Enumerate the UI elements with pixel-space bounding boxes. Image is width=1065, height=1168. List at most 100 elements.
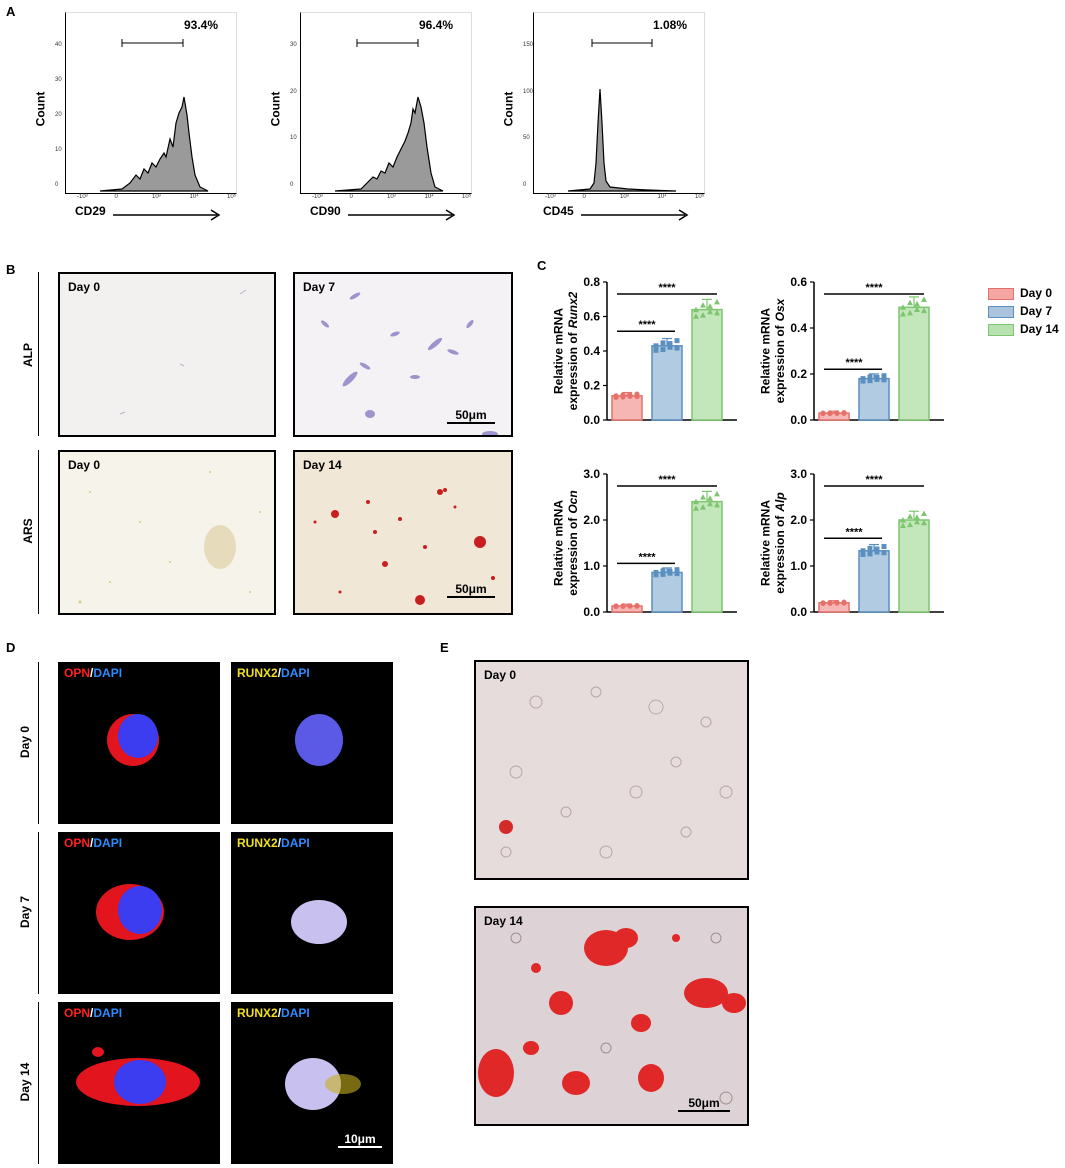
data-point (907, 521, 913, 528)
stain-separator: / (90, 1006, 94, 1020)
oil-red-day14-droplets (478, 928, 746, 1105)
alp-day7-cells (320, 292, 498, 435)
x-tick-label: -10³ (77, 194, 88, 200)
x-tick-label: 10⁴ (657, 194, 667, 200)
data-point (914, 518, 920, 525)
x-axis-arrow (581, 209, 689, 221)
x-tick-label: 10⁴ (424, 194, 434, 200)
stain-dapi: DAPI (93, 666, 123, 680)
oil-red-day14-image: Day 14 50μm (474, 906, 749, 1126)
y-tick-label: 3.0 (790, 467, 807, 481)
stain-separator: / (277, 1006, 282, 1020)
flow-histogram-plot (99, 39, 209, 192)
panel-b-separator-ars (38, 450, 39, 614)
data-point (820, 410, 826, 416)
stain-separator: / (90, 666, 94, 680)
y-tick-label: 0.6 (583, 310, 600, 324)
scale-text: 10μm (344, 1132, 376, 1146)
data-point (881, 544, 887, 550)
data-point (674, 571, 680, 577)
x-axis-arrow (348, 209, 456, 221)
data-point (907, 299, 913, 306)
histogram-group (334, 96, 444, 192)
y-tick-label: 40 (55, 42, 62, 48)
ars-day0-image: Day 0 (58, 450, 276, 615)
data-point (841, 600, 847, 606)
stain-marker: RUNX2 (237, 666, 278, 680)
legend-label: Day 7 (1020, 304, 1053, 318)
fluorescence-cell (285, 1058, 361, 1110)
data-point (874, 546, 880, 552)
data-point (660, 571, 666, 577)
y-tick-label: 2.0 (583, 513, 600, 527)
x-axis-marker-label: CD90 (310, 204, 341, 218)
data-point (921, 510, 927, 517)
row-label-ars: ARS (21, 518, 35, 544)
y-tick-label: 0.8 (583, 275, 600, 289)
alp-scale-bar: 50μm (445, 408, 497, 424)
x-tick-label: 0 (349, 194, 353, 200)
fluorescence-cell (76, 1047, 200, 1106)
stain-dapi: DAPI (281, 1006, 310, 1020)
data-point (620, 603, 626, 609)
panel-label-c: C (537, 258, 547, 273)
stain-dapi: DAPI (281, 666, 310, 680)
data-point (921, 307, 927, 314)
data-point (634, 393, 640, 400)
row-separator (38, 1002, 39, 1164)
histogram-peak (567, 88, 677, 192)
x-tick-label: 10⁴ (189, 194, 199, 200)
data-point (667, 568, 673, 574)
data-point (613, 603, 619, 609)
oil-red-day0-label: Day 0 (484, 668, 517, 682)
data-point (907, 513, 913, 519)
stain-separator: / (277, 666, 282, 680)
significance-stars: **** (658, 282, 676, 294)
data-point (874, 549, 880, 555)
x-tick-label: 10³ (152, 194, 161, 200)
bar-day-14 (898, 519, 930, 613)
legend-swatch (988, 324, 1014, 336)
flow-histogram-cd29 (65, 12, 237, 194)
y-tick-label: 20 (55, 112, 62, 118)
row-label-day: Day 7 (18, 895, 32, 929)
data-point (921, 519, 927, 526)
data-point (867, 374, 873, 380)
data-point (674, 338, 680, 344)
significance-stars: **** (638, 319, 656, 331)
alp-day0-image: Day 0 (58, 272, 276, 437)
nucleus-overlay (285, 1058, 341, 1110)
qpcr-chart-alp: 0.0 1.0 2.0 3.0 Relative mRNAexpression of Al… (759, 467, 944, 619)
data-point (900, 522, 906, 529)
y-label-line1: Relative mRNA (759, 500, 773, 586)
oil-red-day0-image: Day 0 (474, 660, 749, 880)
data-point (667, 341, 673, 347)
bar-day-14 (691, 500, 723, 613)
y-label-line2: expression of (773, 515, 787, 594)
data-point (700, 302, 706, 308)
y-tick-label: 0 (55, 182, 59, 188)
y-tick-label: 0.0 (583, 413, 600, 427)
stain-marker: OPN (64, 1006, 91, 1020)
ars-day14-nodules (313, 488, 495, 605)
stain-separator: / (277, 836, 282, 850)
bar-day-7 (858, 377, 890, 421)
ars-scale-bar: 50μm (445, 582, 497, 598)
data-point (914, 514, 920, 520)
alp-day0-texture (119, 289, 247, 415)
y-axis-label: Relative mRNAexpression of Osx (759, 297, 787, 403)
significance-stars: **** (638, 551, 656, 563)
row-label-day: Day 0 (18, 725, 32, 759)
fluorescence-cell (107, 714, 159, 766)
y-axis-label: Count (33, 91, 48, 127)
fluorescence-cell (96, 884, 164, 940)
arrow-head (210, 209, 221, 221)
y-axis-label: Count (268, 91, 283, 127)
x-tick-label: 0 (114, 194, 118, 200)
stain-dapi: DAPI (281, 836, 310, 850)
ars-scale-line (447, 596, 495, 598)
legend-swatch (988, 306, 1014, 318)
data-point (900, 517, 906, 523)
stain-marker: OPN (64, 666, 91, 680)
